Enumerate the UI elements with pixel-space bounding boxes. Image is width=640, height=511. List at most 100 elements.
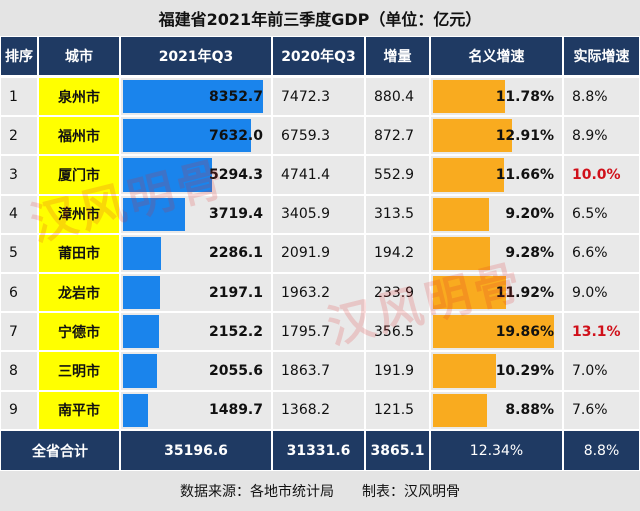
data-bar <box>433 393 488 427</box>
data-bar <box>433 158 505 192</box>
data-bar <box>433 80 505 114</box>
data-bar <box>123 236 162 270</box>
cell-text: 356.5 <box>374 323 415 340</box>
data-cell: 356.5 <box>366 313 429 351</box>
data-cell: 3405.9 <box>273 195 364 233</box>
cell-text: 10.0% <box>572 166 621 183</box>
cell-text: 2091.9 <box>281 245 330 262</box>
cell-text: 11.66% <box>495 166 554 183</box>
cell-text: 福州市 <box>58 128 100 145</box>
city-cell: 龙岩市 <box>39 274 119 312</box>
city-cell: 厦门市 <box>39 156 119 194</box>
data-cell: 8.88% <box>431 391 562 429</box>
data-cell: 10.29% <box>431 352 562 390</box>
cell-text: 880.4 <box>374 88 415 105</box>
data-bar <box>433 315 554 349</box>
data-cell: 5294.3 <box>121 156 271 194</box>
cell-text: 厦门市 <box>58 167 100 184</box>
cell-text: 8352.7 <box>208 88 263 105</box>
cell-text: 19.86% <box>495 323 554 340</box>
data-cell: 313.5 <box>366 195 429 233</box>
total-text: 12.34% <box>469 442 524 459</box>
cell-text: 313.5 <box>374 206 415 223</box>
header-cell: 排序 <box>1 37 37 75</box>
cell-text: 2152.2 <box>208 323 263 340</box>
data-cell: 9.20% <box>431 195 562 233</box>
cell-text: 5294.3 <box>208 166 263 183</box>
cell-text: 8.8% <box>572 88 608 105</box>
data-cell: 2286.1 <box>121 234 271 272</box>
city-cell: 莆田市 <box>39 234 119 272</box>
cell-text: 9.0% <box>572 284 608 301</box>
data-bar <box>123 119 251 153</box>
cell-text: 12.91% <box>495 127 554 144</box>
cell-text: 泉州市 <box>58 89 100 106</box>
header-text: 名义增速 <box>468 49 525 65</box>
header-cell: 名义增速 <box>431 37 562 75</box>
footer: 数据来源：各地市统计局 制表：汉风明骨 <box>0 471 640 511</box>
cell-text: 3405.9 <box>281 206 330 223</box>
cell-text: 7 <box>9 323 18 340</box>
total-text: 31331.6 <box>286 442 351 459</box>
cell-text: 6759.3 <box>281 127 330 144</box>
data-cell: 4 <box>1 195 37 233</box>
cell-text: 194.2 <box>374 245 415 262</box>
data-cell: 19.86% <box>431 313 562 351</box>
data-cell: 11.78% <box>431 78 562 116</box>
header-cell: 增量 <box>366 37 429 75</box>
data-cell: 2055.6 <box>121 352 271 390</box>
data-bar <box>123 354 158 388</box>
data-cell: 1 <box>1 78 37 116</box>
cell-text: 6.6% <box>572 245 608 262</box>
cell-text: 11.78% <box>495 88 554 105</box>
header-text: 2021年Q3 <box>158 49 234 65</box>
cell-text: 11.92% <box>495 284 554 301</box>
data-cell: 1795.7 <box>273 313 364 351</box>
data-bar <box>433 236 490 270</box>
cell-text: 莆田市 <box>58 246 100 263</box>
data-cell: 1963.2 <box>273 274 364 312</box>
cell-text: 6.5% <box>572 206 608 223</box>
cell-text: 1863.7 <box>281 362 330 379</box>
data-bar <box>433 119 512 153</box>
cell-text: 7.6% <box>572 402 608 419</box>
total-cell: 31331.6 <box>273 431 364 470</box>
data-bar <box>123 393 148 427</box>
data-cell: 7.0% <box>564 352 639 390</box>
data-cell: 1863.7 <box>273 352 364 390</box>
total-text: 8.8% <box>583 442 620 459</box>
total-text: 3865.1 <box>370 442 425 459</box>
header-cell: 城市 <box>39 37 119 75</box>
data-cell: 1368.2 <box>273 391 364 429</box>
total-cell: 35196.6 <box>121 431 271 470</box>
cell-text: 1 <box>9 88 18 105</box>
cell-text: 3 <box>9 166 18 183</box>
cell-text: 宁德市 <box>58 324 100 341</box>
cell-text: 872.7 <box>374 127 415 144</box>
cell-text: 6 <box>9 284 18 301</box>
cell-text: 2055.6 <box>208 362 263 379</box>
data-cell: 552.9 <box>366 156 429 194</box>
cell-text: 三明市 <box>58 363 100 380</box>
header-text: 排序 <box>5 49 33 65</box>
total-text: 35196.6 <box>164 442 228 459</box>
cell-text: 1963.2 <box>281 284 330 301</box>
cell-text: 4 <box>9 206 18 223</box>
total-cell: 3865.1 <box>366 431 429 470</box>
cell-text: 1489.7 <box>208 402 263 419</box>
cell-text: 1795.7 <box>281 323 330 340</box>
data-cell: 2091.9 <box>273 234 364 272</box>
data-bar <box>123 276 160 310</box>
data-cell: 8.8% <box>564 78 639 116</box>
data-cell: 9.0% <box>564 274 639 312</box>
header-cell: 2020年Q3 <box>273 37 364 75</box>
cell-text: 8.9% <box>572 127 608 144</box>
cell-text: 9 <box>9 402 18 419</box>
data-cell: 5 <box>1 234 37 272</box>
data-cell: 3 <box>1 156 37 194</box>
footer-author: 制表：汉风明骨 <box>362 484 460 500</box>
city-cell: 泉州市 <box>39 78 119 116</box>
data-cell: 6.5% <box>564 195 639 233</box>
header-text: 增量 <box>383 49 412 65</box>
